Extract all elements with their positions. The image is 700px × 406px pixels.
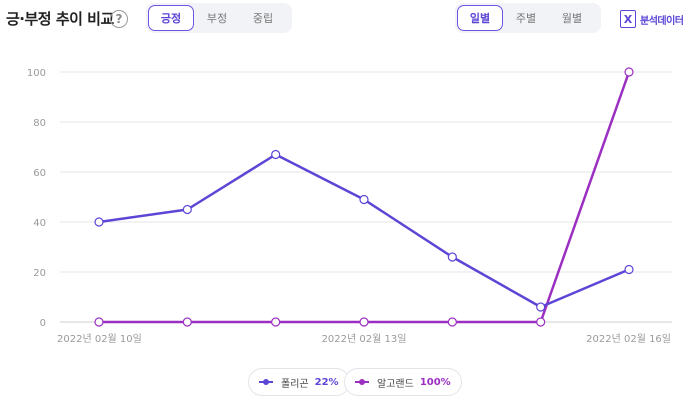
- data-point: [182, 204, 192, 215]
- tab-monthly[interactable]: 월별: [561, 12, 583, 25]
- legend-percent: 22%: [314, 376, 339, 388]
- tab-negative[interactable]: 부정: [206, 12, 228, 25]
- legend-swatch-icon: [259, 378, 273, 386]
- period-toggle: 일별 주별 월별: [455, 3, 601, 33]
- tab-weekly[interactable]: 주별: [515, 12, 537, 25]
- x-tick-label: 2022년 02월 13일: [322, 333, 407, 345]
- data-point: [447, 317, 457, 327]
- y-tick-label: 100: [27, 68, 46, 79]
- help-icon[interactable]: ?: [110, 10, 128, 28]
- data-point: [536, 317, 546, 327]
- legend-label: 알고랜드: [377, 378, 414, 390]
- legend-percent: 100%: [419, 376, 451, 388]
- legend-label: 폴리곤: [281, 378, 309, 390]
- x-tick-label: 2022년 02월 16일: [586, 333, 671, 345]
- tab-neutral[interactable]: 중립: [252, 12, 274, 25]
- data-point: [359, 194, 369, 205]
- legend-item-algorand[interactable]: 알고랜드 100%: [344, 368, 462, 396]
- data-point: [94, 217, 104, 227]
- y-tick-label: 80: [33, 118, 46, 129]
- analysis-data-button[interactable]: X 분석데이터: [620, 10, 684, 28]
- analysis-data-label: 분석데이터: [640, 15, 684, 27]
- tab-daily[interactable]: 일별: [457, 5, 503, 31]
- y-tick-label: 40: [33, 218, 46, 229]
- y-tick-label: 0: [40, 318, 46, 329]
- data-point: [624, 67, 634, 77]
- data-point: [271, 317, 281, 327]
- data-point: [271, 149, 281, 160]
- x-tick-label: 2022년 02월 10일: [57, 333, 142, 345]
- legend-item-polygon[interactable]: 폴리곤 22%: [248, 368, 350, 396]
- y-tick-label: 20: [33, 268, 46, 279]
- tab-positive[interactable]: 긍정: [148, 5, 194, 31]
- data-point: [536, 302, 546, 312]
- data-point: [182, 317, 192, 327]
- legend-swatch-icon: [355, 378, 369, 386]
- data-point: [94, 317, 104, 327]
- section-title: 긍·부정 추이 비교: [6, 10, 114, 28]
- data-point: [447, 252, 457, 262]
- data-point: [624, 264, 634, 275]
- data-point: [359, 317, 369, 327]
- excel-icon: X: [620, 10, 636, 28]
- series-line: [98, 153, 630, 309]
- y-tick-label: 60: [33, 168, 46, 179]
- sentiment-toggle: 긍정 부정 중립: [146, 3, 292, 33]
